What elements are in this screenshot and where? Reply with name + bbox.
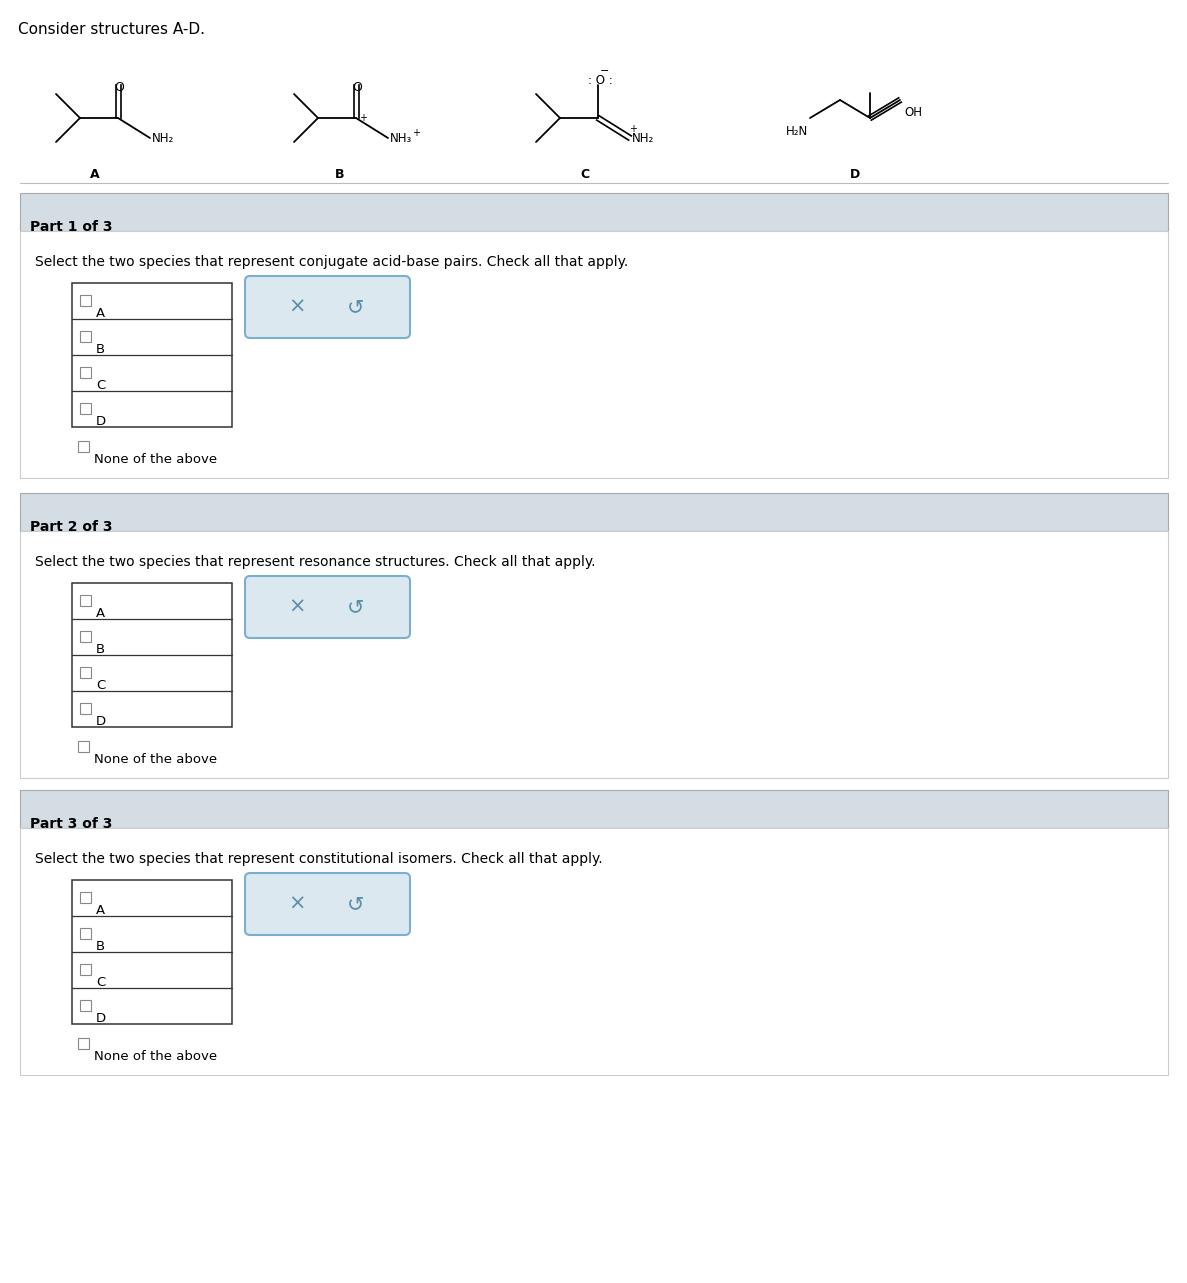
Bar bbox=[80, 703, 91, 715]
Text: C: C bbox=[580, 168, 590, 181]
Text: D: D bbox=[850, 168, 861, 181]
Bar bbox=[80, 892, 91, 903]
Text: A: A bbox=[90, 168, 100, 181]
Text: Select the two species that represent conjugate acid-base pairs. Check all that : Select the two species that represent co… bbox=[34, 255, 628, 269]
Bar bbox=[80, 631, 91, 642]
Text: Select the two species that represent resonance structures. Check all that apply: Select the two species that represent re… bbox=[34, 556, 596, 568]
Text: O: O bbox=[114, 81, 123, 94]
Bar bbox=[20, 790, 1168, 828]
Text: +: + bbox=[629, 124, 637, 133]
Text: None of the above: None of the above bbox=[94, 1049, 217, 1064]
Text: B: B bbox=[96, 643, 106, 656]
Text: ×: × bbox=[287, 296, 305, 317]
Text: +: + bbox=[358, 113, 367, 123]
Text: ×: × bbox=[287, 597, 305, 617]
Text: None of the above: None of the above bbox=[94, 453, 217, 466]
Text: : O :: : O : bbox=[588, 74, 612, 87]
Bar bbox=[20, 192, 1168, 231]
Text: B: B bbox=[96, 940, 106, 953]
Bar bbox=[78, 1038, 89, 1049]
Text: D: D bbox=[96, 1012, 106, 1025]
Bar bbox=[72, 582, 231, 727]
Bar bbox=[80, 667, 91, 677]
Text: NH₂: NH₂ bbox=[152, 132, 174, 145]
Text: NH₂: NH₂ bbox=[631, 132, 654, 145]
Text: ↺: ↺ bbox=[347, 597, 364, 617]
Bar bbox=[80, 403, 91, 414]
Text: C: C bbox=[96, 679, 106, 692]
Bar bbox=[80, 331, 91, 343]
Text: O: O bbox=[353, 81, 362, 94]
FancyBboxPatch shape bbox=[245, 576, 410, 638]
Text: H₂N: H₂N bbox=[786, 124, 808, 139]
Text: D: D bbox=[96, 715, 106, 727]
Text: OH: OH bbox=[904, 106, 922, 119]
Bar bbox=[72, 880, 231, 1024]
Bar bbox=[80, 595, 91, 606]
Bar bbox=[72, 284, 231, 427]
Text: ↺: ↺ bbox=[347, 894, 364, 913]
Bar bbox=[78, 441, 89, 452]
Text: D: D bbox=[96, 414, 106, 429]
Text: Select the two species that represent constitutional isomers. Check all that app: Select the two species that represent co… bbox=[34, 852, 603, 866]
Text: +: + bbox=[412, 128, 420, 139]
Text: C: C bbox=[96, 976, 106, 989]
FancyBboxPatch shape bbox=[245, 872, 410, 935]
Text: Part 2 of 3: Part 2 of 3 bbox=[30, 520, 113, 534]
Text: C: C bbox=[96, 378, 106, 393]
Bar bbox=[80, 367, 91, 378]
FancyBboxPatch shape bbox=[245, 276, 410, 337]
Bar bbox=[80, 928, 91, 939]
Bar bbox=[80, 964, 91, 975]
Text: Part 1 of 3: Part 1 of 3 bbox=[30, 219, 113, 234]
Text: B: B bbox=[335, 168, 344, 181]
Text: −: − bbox=[599, 65, 609, 76]
Bar bbox=[78, 742, 89, 752]
Text: Consider structures A-D.: Consider structures A-D. bbox=[18, 22, 205, 37]
Bar bbox=[20, 531, 1168, 777]
Text: B: B bbox=[96, 343, 106, 355]
Text: ×: × bbox=[287, 894, 305, 913]
Text: NH₃: NH₃ bbox=[391, 132, 412, 145]
Text: Part 3 of 3: Part 3 of 3 bbox=[30, 817, 113, 831]
Bar bbox=[20, 828, 1168, 1075]
Bar bbox=[80, 999, 91, 1011]
Text: A: A bbox=[96, 905, 106, 917]
Text: A: A bbox=[96, 607, 106, 620]
Text: A: A bbox=[96, 307, 106, 319]
Text: ↺: ↺ bbox=[347, 296, 364, 317]
Text: None of the above: None of the above bbox=[94, 753, 217, 766]
Bar bbox=[80, 295, 91, 307]
Bar bbox=[20, 231, 1168, 479]
Bar bbox=[20, 493, 1168, 531]
